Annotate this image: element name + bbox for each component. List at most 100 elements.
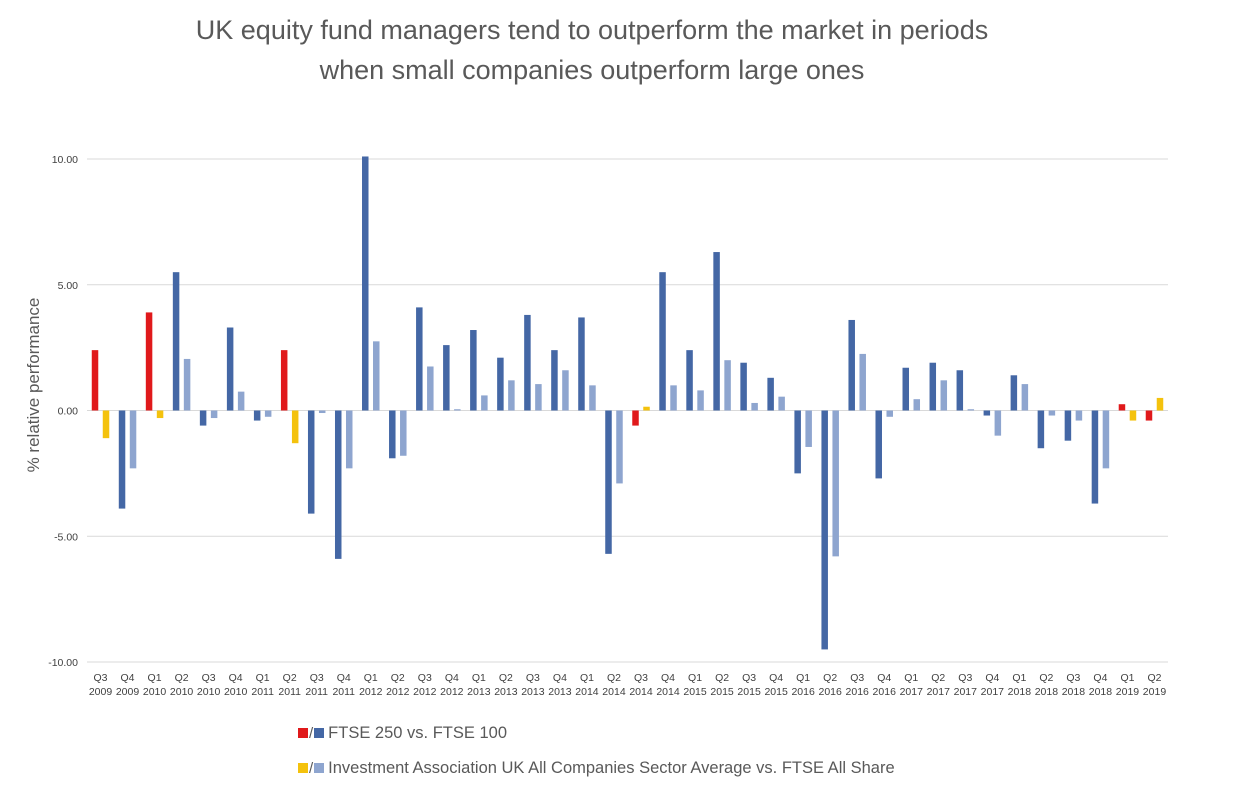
legend-swatch-blue [314, 728, 325, 738]
bar-ftse250 [578, 317, 585, 411]
bar-ftse250 [875, 410, 882, 479]
bar-ia-sector [264, 410, 272, 417]
bar-ia-sector [616, 410, 623, 484]
x-tick-year: 2015 [710, 686, 734, 698]
bar-ftse250 [794, 410, 801, 474]
x-tick-year: 2016 [819, 686, 843, 698]
bar-ftse250 [983, 410, 991, 416]
x-tick-year: 2010 [170, 686, 194, 698]
bar-ftse250 [740, 362, 747, 411]
bar-ia-sector [318, 410, 326, 414]
bar-ftse250 [253, 410, 261, 421]
x-tick-year: 2019 [1116, 686, 1140, 698]
x-tick-quarter: Q1 [472, 672, 486, 684]
chart-title-line-1: UK equity fund managers tend to outperfo… [195, 15, 989, 45]
bar-ftse250 [713, 252, 720, 411]
x-tick-year: 2012 [359, 686, 383, 698]
x-tick-year: 2009 [89, 686, 113, 698]
bar-ftse250 [362, 156, 369, 411]
bar-ia-sector [724, 360, 731, 411]
bar-ia-sector [670, 385, 677, 411]
x-tick-quarter: Q4 [229, 672, 243, 684]
bar-ftse250 [199, 410, 207, 426]
bar-ia-sector [643, 406, 650, 411]
x-tick-year: 2017 [927, 686, 951, 698]
bar-ia-sector [913, 399, 921, 411]
bar-ia-sector [1129, 410, 1137, 421]
x-tick-year: 2010 [197, 686, 221, 698]
bar-ia-sector [859, 353, 866, 411]
bar-ftse250 [1118, 404, 1126, 411]
x-tick-year: 2019 [1143, 686, 1167, 698]
x-tick-quarter: Q4 [337, 672, 351, 684]
bar-ia-sector [805, 410, 812, 447]
chart-title-line-2: when small companies outperform large on… [319, 55, 865, 85]
x-tick-quarter: Q1 [904, 672, 918, 684]
legend-swatch-yellow [298, 763, 308, 773]
x-tick-quarter: Q4 [1093, 672, 1107, 684]
bar-ia-sector [967, 409, 975, 411]
bar-ftse250 [145, 312, 153, 411]
x-tick-quarter: Q2 [391, 672, 405, 684]
bar-ftse250 [821, 410, 828, 650]
legend-slash: / [309, 724, 314, 742]
bar-ftse250 [470, 330, 477, 411]
y-tick-label: 0.00 [58, 406, 79, 418]
x-tick-quarter: Q3 [1066, 672, 1080, 684]
bar-ftse250 [497, 357, 504, 411]
bar-ftse250 [605, 410, 612, 554]
bar-ftse250 [632, 410, 639, 426]
bar-ftse250 [91, 350, 99, 411]
x-tick-year: 2013 [548, 686, 572, 698]
bar-ia-sector [886, 410, 893, 417]
x-axis-ticks: Q3 2009 Q4 2009 Q1 2010 Q2 2010 Q3 2010 Q4 2010 Q1 20… [89, 672, 1166, 698]
bar-ia-sector [940, 380, 948, 411]
chart-title: UK equity fund managers tend to outperfo… [0, 10, 1184, 90]
x-tick-year: 2016 [873, 686, 897, 698]
x-tick-year: 2011 [278, 686, 301, 698]
bar-ftse250 [172, 272, 180, 411]
bar-ftse250 [767, 377, 774, 411]
x-tick-year: 2017 [954, 686, 978, 698]
legend-item-ftse-250: / FTSE 250 vs. FTSE 100 [298, 722, 507, 744]
bar-ftse250 [334, 410, 342, 559]
bar-ia-sector [562, 370, 569, 411]
x-tick-quarter: Q2 [175, 672, 189, 684]
bar-ia-sector [1075, 410, 1083, 421]
bar-ftse250 [1145, 410, 1153, 421]
bar-ftse250 [443, 345, 450, 411]
x-tick-quarter: Q4 [769, 672, 783, 684]
x-tick-year: 2018 [1035, 686, 1059, 698]
bar-ia-sector [183, 358, 191, 411]
bar-ia-sector [345, 410, 353, 469]
x-tick-quarter: Q3 [526, 672, 540, 684]
x-tick-quarter: Q1 [1012, 672, 1026, 684]
bar-ia-sector [102, 410, 110, 439]
x-tick-quarter: Q3 [202, 672, 216, 684]
bar-ftse250 [929, 362, 937, 411]
x-tick-quarter: Q3 [850, 672, 864, 684]
y-tick-label: 5.00 [58, 280, 79, 292]
y-tick-label: 10.00 [52, 154, 78, 166]
bars [91, 156, 1164, 650]
bar-ftse250 [1037, 410, 1045, 449]
x-tick-year: 2013 [467, 686, 491, 698]
bar-ia-sector [373, 341, 380, 411]
x-tick-year: 2016 [846, 686, 870, 698]
bar-ftse250 [118, 410, 126, 509]
bar-ftse250 [956, 370, 964, 411]
bar-ia-sector [129, 410, 137, 469]
x-tick-year: 2014 [602, 686, 626, 698]
bar-ia-sector [697, 390, 704, 411]
x-tick-quarter: Q1 [148, 672, 162, 684]
bar-ia-sector [535, 384, 542, 411]
x-tick-year: 2014 [656, 686, 680, 698]
x-tick-quarter: Q1 [580, 672, 594, 684]
x-tick-quarter: Q3 [742, 672, 756, 684]
y-axis-label: % relative performance [24, 298, 43, 473]
bar-ftse250 [226, 327, 234, 411]
legend-slash: / [309, 759, 314, 777]
x-tick-year: 2013 [494, 686, 518, 698]
x-tick-quarter: Q1 [256, 672, 270, 684]
